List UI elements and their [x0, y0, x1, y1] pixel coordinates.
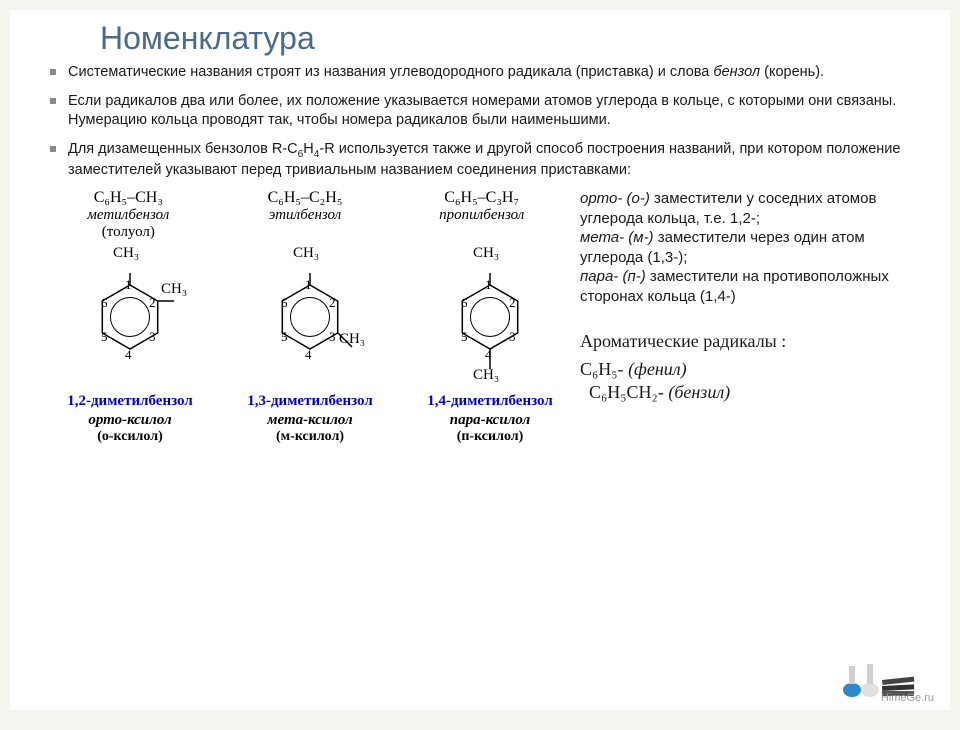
formula-name: метилбензол [40, 207, 217, 224]
atom-number: 2 [329, 295, 336, 311]
formula-name: этилбензол [217, 207, 394, 224]
radical-name: (фенил) [624, 359, 687, 379]
bullet-list: Систематические названия строят из назва… [50, 63, 920, 179]
atom-number: 3 [149, 329, 156, 345]
atom-number: 1 [125, 277, 132, 293]
atom-number: 4 [305, 347, 312, 363]
structure-trivial: пара-ксилол [405, 412, 575, 429]
ch3-label: CH₃ [339, 331, 365, 348]
bullet-item: Для дизамещенных бензолов R-C6H4-R испол… [50, 140, 920, 180]
bullet-text: (корень). [760, 64, 824, 80]
prefix-meta: мета- (м-) [580, 229, 654, 246]
bullet-marker [50, 146, 56, 152]
ch3-label: CH₃ [473, 245, 499, 262]
structure-trivial: орто-ксилол [45, 412, 215, 429]
bullet-marker [50, 98, 56, 104]
formula-cell: C₆H₅–CH₃ метилбензол (толуол) [40, 189, 217, 241]
atom-number: 1 [485, 277, 492, 293]
structures-row: CH₃ CH₃ 1 2 3 4 5 6 1,2-диметилбензол орто-ксил… [40, 249, 580, 445]
watermark: HimеGe.ru [881, 692, 934, 704]
ch3-label: CH₃ [473, 367, 499, 384]
prefix-ortho: орто- (о-) [580, 190, 650, 207]
bullet-text: Если радикалов два или более, их положен… [68, 93, 896, 128]
benzene-ring: CH₃ CH₃ 123456 [435, 249, 545, 389]
atom-number: 3 [509, 329, 516, 345]
atom-number: 5 [101, 329, 108, 345]
atom-number: 2 [149, 295, 156, 311]
atom-number: 5 [281, 329, 288, 345]
radicals-title: Ароматические радикалы : [580, 330, 920, 353]
bullet-text: Систематические названия строят из назва… [68, 64, 713, 80]
atom-number: 5 [461, 329, 468, 345]
atom-number: 4 [485, 347, 492, 363]
radical-name: (бензил) [664, 382, 730, 402]
bullet-item: Если радикалов два или более, их положен… [50, 92, 920, 130]
bullet-italic: бензол [713, 64, 760, 80]
atom-number: 2 [509, 295, 516, 311]
structure-trivial: мета-ксилол [225, 412, 395, 429]
structure-short: (о-ксилол) [45, 429, 215, 445]
page-title: Номенклатура [100, 20, 920, 57]
formula: C₆H₅–C₂H₅ [217, 189, 394, 207]
atom-number: 4 [125, 347, 132, 363]
structure-cell: CH₃ CH₃ 1234561,3-диметилбензолмета-ксил… [225, 249, 395, 445]
ch3-label: CH₃ [113, 245, 139, 262]
structure-name: 1,4-диметилбензол [405, 393, 575, 410]
structure-name: 1,2-диметилбензол [45, 393, 215, 410]
formula-cell: C₆H₅–C₃H₇ пропилбензол [393, 189, 570, 241]
structure-name: 1,3-диметилбензол [225, 393, 395, 410]
radicals-block: Ароматические радикалы : C₆H₅- (фенил) C… [580, 330, 920, 404]
benzene-ring: CH₃ CH₃ 123456 [75, 249, 185, 389]
structure-cell: CH₃ CH₃ 1234561,2-диметилбензолорто-ксил… [45, 249, 215, 445]
atom-number: 1 [305, 277, 312, 293]
atom-number: 6 [461, 295, 468, 311]
formula-sub: (толуол) [40, 224, 217, 241]
structure-cell: CH₃ CH₃ 1234561,4-диметилбензолпара-ксил… [405, 249, 575, 445]
structure-short: (п-ксилол) [405, 429, 575, 445]
atom-number: 3 [329, 329, 336, 345]
formula: C₆H₅–CH₃ [40, 189, 217, 207]
side-column: орто- (о-) заместители у соседних атомов… [570, 189, 920, 445]
formula-name: пропилбензол [393, 207, 570, 224]
radical-formula: C₆H₅- [580, 359, 624, 379]
atom-number: 6 [101, 295, 108, 311]
formula-cell: C₆H₅–C₂H₅ этилбензол [217, 189, 394, 241]
bullet-text: H [303, 141, 313, 157]
benzene-ring: CH₃ CH₃ 123456 [255, 249, 365, 389]
structure-short: (м-ксилол) [225, 429, 395, 445]
ch3-label: CH₃ [161, 281, 187, 298]
formula-row: C₆H₅–CH₃ метилбензол (толуол) C₆H₅–C₂H₅ … [40, 189, 570, 241]
formula: C₆H₅–C₃H₇ [393, 189, 570, 207]
bullet-item: Систематические названия строят из назва… [50, 63, 920, 82]
radical-formula: C₆H₅CH₂- [589, 382, 664, 402]
bullet-marker [50, 69, 56, 75]
atom-number: 6 [281, 295, 288, 311]
ch3-label: CH₃ [293, 245, 319, 262]
bullet-text: Для дизамещенных бензолов R-C [68, 141, 298, 157]
prefix-para: пара- (п-) [580, 268, 646, 285]
